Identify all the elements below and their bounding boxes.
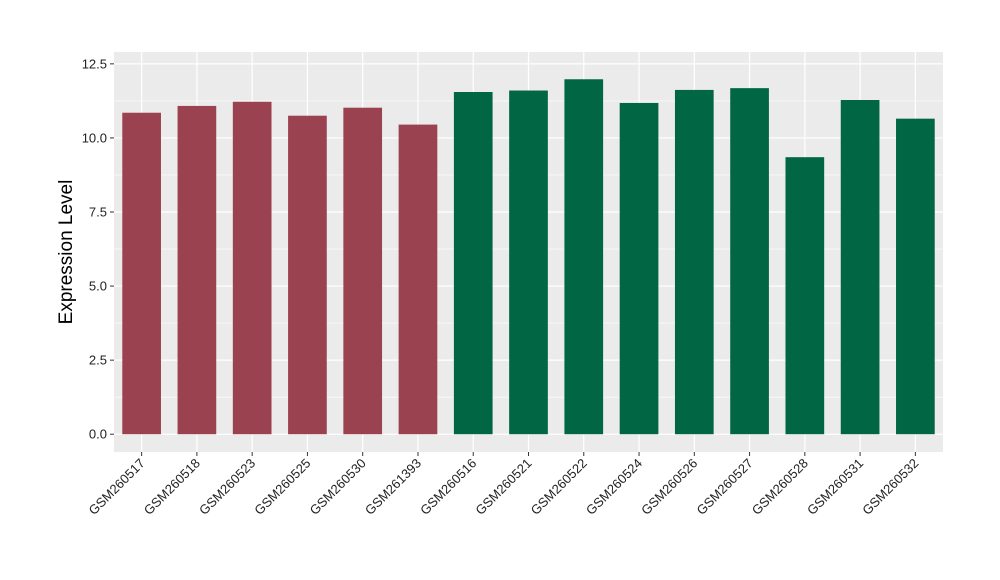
- bar-gsm260532: [896, 118, 935, 435]
- bar-gsm260521: [509, 90, 548, 435]
- bar-gsm260524: [619, 102, 659, 435]
- y-tick-label: 5.0: [89, 279, 107, 294]
- x-tick-label: GSM260527: [693, 456, 755, 518]
- bar-gsm260518: [177, 105, 217, 435]
- bar-gsm260517: [122, 112, 161, 435]
- x-tick-label: GSM260524: [583, 456, 645, 518]
- bar-gsm260527: [730, 88, 769, 435]
- bar-gsm261393: [398, 124, 438, 435]
- x-axis-ticks: GSM260517GSM260518GSM260523GSM260525GSM2…: [86, 452, 921, 518]
- y-tick-label: 10.0: [82, 130, 107, 145]
- x-tick-label: GSM260532: [859, 456, 921, 518]
- y-axis-title: Expression Level: [56, 180, 77, 325]
- bar-gsm260526: [674, 89, 714, 435]
- x-tick-label: GSM260530: [307, 456, 369, 518]
- y-tick-label: 0.0: [89, 427, 107, 442]
- y-tick-label: 12.5: [82, 56, 107, 71]
- x-tick-label: GSM260518: [141, 456, 203, 518]
- bar-gsm260530: [343, 107, 383, 435]
- x-tick-label: GSM260528: [749, 456, 811, 518]
- bar-gsm260525: [288, 115, 327, 435]
- x-tick-label: GSM260525: [251, 456, 313, 518]
- x-tick-label: GSM260522: [528, 456, 590, 518]
- bar-gsm260528: [785, 157, 825, 435]
- y-tick-label: 7.5: [89, 205, 107, 220]
- x-tick-label: GSM260517: [86, 456, 148, 518]
- x-tick-label: GSM260516: [417, 456, 479, 518]
- x-tick-label: GSM260523: [196, 456, 258, 518]
- bars-group: [122, 79, 935, 435]
- x-tick-label: GSM260526: [638, 456, 700, 518]
- x-tick-label: GSM261393: [362, 456, 424, 518]
- x-tick-label: GSM260531: [804, 456, 866, 518]
- bar-gsm260522: [564, 79, 604, 435]
- bar-gsm260523: [232, 101, 272, 435]
- bar-gsm260531: [840, 100, 880, 435]
- y-axis-ticks: 0.0 2.5 5.0 7.5 10.0 12.5: [82, 56, 114, 442]
- bar-gsm260516: [453, 92, 493, 435]
- y-tick-label: 2.5: [89, 353, 107, 368]
- x-tick-label: GSM260521: [472, 456, 534, 518]
